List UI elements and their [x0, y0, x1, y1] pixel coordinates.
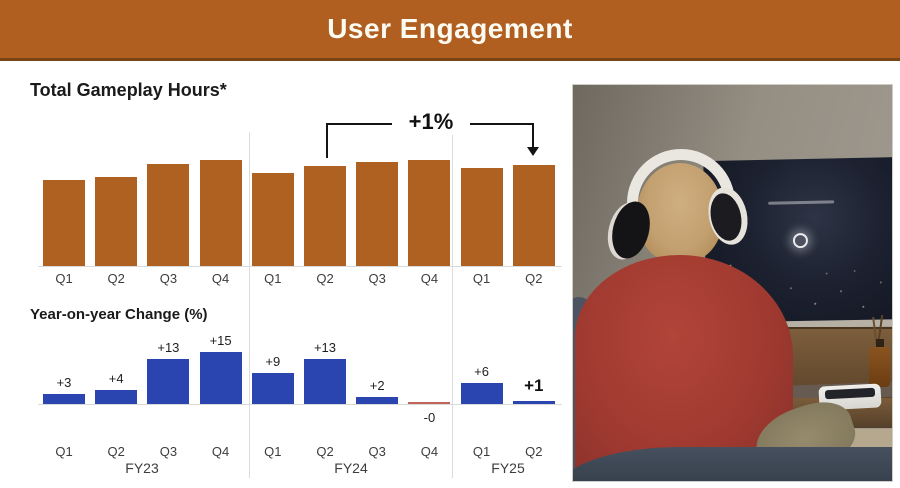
header-bar: User Engagement [0, 0, 900, 61]
yoy-quarter-label: Q1 [48, 444, 80, 459]
yoy-bar [461, 383, 503, 404]
fy-separator-2 [452, 132, 453, 478]
gamer-photo [572, 84, 893, 482]
yoy-quarter-label: Q4 [205, 444, 237, 459]
yoy-zero-axis [38, 404, 562, 405]
gameplay-baseline-axis [38, 266, 562, 267]
yoy-quarter-label: Q2 [309, 444, 341, 459]
yoy-bar [147, 359, 189, 404]
gameplay-quarter-label: Q2 [309, 271, 341, 286]
page-title: User Engagement [327, 13, 573, 45]
yoy-value-label: +9 [251, 354, 295, 369]
gameplay-quarter-label: Q1 [257, 271, 289, 286]
gameplay-bar [43, 180, 85, 266]
gameplay-bar [147, 164, 189, 266]
yoy-quarter-label: Q4 [413, 444, 445, 459]
gameplay-quarter-label: Q2 [100, 271, 132, 286]
gameplay-bar [461, 168, 503, 266]
annotation-bracket-left-line [326, 124, 328, 158]
yoy-quarter-label: Q1 [466, 444, 498, 459]
yoy-bar-zero [408, 402, 450, 404]
tv-hint-text [768, 200, 834, 204]
gameplay-bar [513, 165, 555, 266]
gameplay-quarter-label: Q3 [361, 271, 393, 286]
yoy-bar [252, 373, 294, 404]
yoy-value-label: +13 [303, 340, 347, 355]
gameplay-quarter-label: Q2 [518, 271, 550, 286]
fy25-label: FY25 [468, 460, 548, 476]
couch-back-foreground [572, 447, 893, 482]
yoy-quarter-label: Q3 [152, 444, 184, 459]
yoy-value-label: +6 [460, 364, 504, 379]
annotation-label: +1% [392, 109, 470, 135]
yoy-bar [43, 394, 85, 404]
gameplay-bar [304, 166, 346, 266]
yoy-value-label: +15 [199, 333, 243, 348]
yoy-bar [513, 401, 555, 404]
tv-logo-ring-icon [793, 233, 808, 248]
gameplay-bar [356, 162, 398, 266]
gameplay-quarter-label: Q3 [152, 271, 184, 286]
gameplay-bar [200, 160, 242, 266]
fy-separator-1 [249, 132, 250, 478]
gameplay-quarter-label: Q4 [205, 271, 237, 286]
yoy-value-label: +1 [512, 376, 556, 396]
gameplay-quarter-label: Q4 [413, 271, 445, 286]
yoy-bar [356, 397, 398, 404]
yoy-bar [200, 352, 242, 404]
amber-bottle [869, 347, 890, 387]
gameplay-bar [408, 160, 450, 266]
yoy-value-label: +2 [355, 378, 399, 393]
gameplay-quarter-label: Q1 [48, 271, 80, 286]
yoy-quarter-label: Q1 [257, 444, 289, 459]
yoy-chart-title: Year-on-year Change (%) [30, 306, 208, 323]
slide: User Engagement Total Gameplay Hours* Ye… [0, 0, 900, 488]
annotation-bracket-right-line [532, 123, 534, 149]
annotation-arrow-down-icon [527, 147, 539, 156]
yoy-quarter-label: Q2 [518, 444, 550, 459]
fy23-label: FY23 [102, 460, 182, 476]
yoy-bar [304, 359, 346, 404]
gameplay-bar [95, 177, 137, 266]
yoy-value-label: -0 [407, 410, 451, 425]
yoy-bar [95, 390, 137, 404]
yoy-quarter-label: Q3 [361, 444, 393, 459]
gameplay-quarter-label: Q1 [466, 271, 498, 286]
gameplay-bar [252, 173, 294, 266]
gameplay-chart-title: Total Gameplay Hours* [30, 80, 227, 101]
yoy-value-label: +4 [94, 371, 138, 386]
yoy-value-label: +13 [146, 340, 190, 355]
fy24-label: FY24 [311, 460, 391, 476]
yoy-quarter-label: Q2 [100, 444, 132, 459]
yoy-value-label: +3 [42, 375, 86, 390]
